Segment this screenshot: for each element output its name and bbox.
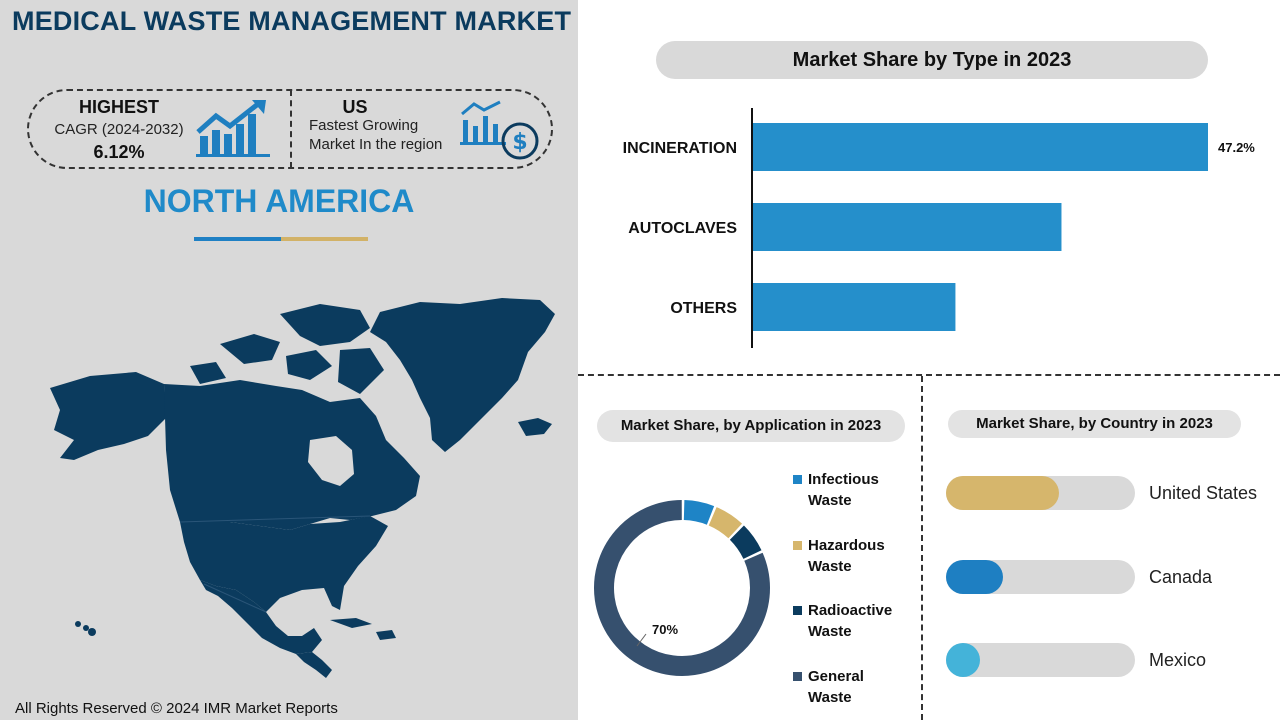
footer-copyright: All Rights Reserved © 2024 IMR Market Re…	[15, 700, 338, 717]
legend-label: Infectious Waste	[808, 471, 879, 509]
type-bar	[753, 283, 956, 331]
us-subtitle: Fastest Growing Market In the region	[309, 116, 442, 154]
north-america-map	[50, 298, 555, 678]
horizontal-divider	[578, 374, 1280, 376]
country-fill-us	[946, 476, 1060, 510]
type-value-label: 47.2%	[1218, 140, 1255, 155]
legend-item-hazardous: Hazardous Waste	[793, 535, 898, 577]
page-title: MEDICAL WASTE MANAGEMENT MARKET	[12, 6, 572, 36]
region-underline-gold	[281, 237, 368, 241]
us-heading: US	[342, 97, 368, 117]
donut-value-label: 70%	[652, 622, 678, 637]
donut-slice	[683, 500, 715, 525]
legend-swatch	[793, 672, 802, 681]
application-chart-title: Market Share, by Application in 2023	[597, 410, 905, 442]
country-chart-title: Market Share, by Country in 2023	[948, 410, 1241, 438]
cagr-value: 6.12%	[93, 142, 145, 162]
type-chart-title: Market Share by Type in 2023	[656, 41, 1208, 79]
type-category-label: INCINERATION	[623, 140, 737, 157]
donut-slice	[708, 507, 743, 539]
us-subtitle-line2: Market In the region	[309, 136, 443, 153]
us-subtitle-line1: Fastest Growing	[309, 117, 419, 134]
dollar-chart-icon: $	[460, 100, 539, 160]
cagr-subtitle: CAGR (2024-2032)	[54, 121, 184, 138]
donut-slice	[729, 525, 762, 560]
cagr-heading: HIGHEST	[78, 97, 159, 117]
region-underline-blue	[194, 237, 281, 241]
stat-divider	[290, 90, 292, 168]
country-label-canada: Canada	[1149, 567, 1213, 587]
legend-swatch	[793, 475, 802, 484]
region-title: NORTH AMERICA	[143, 183, 415, 219]
legend-item-radioactive: Radioactive Waste	[793, 600, 908, 642]
type-bar	[753, 123, 1208, 171]
country-fill-mexico	[946, 643, 981, 677]
application-donut-chart: 70%	[594, 500, 770, 676]
donut-leader-line	[636, 633, 647, 647]
legend-swatch	[793, 541, 802, 550]
legend-label: Radioactive Waste	[808, 602, 893, 640]
country-label-us: United States	[1149, 483, 1258, 503]
country-track-canada	[946, 560, 1135, 594]
svg-text:$: $	[512, 130, 527, 155]
legend-label: Hazardous Waste	[808, 537, 885, 575]
country-track-mexico	[946, 643, 1135, 677]
legend-label: General Waste	[808, 668, 864, 706]
country-track-us	[946, 476, 1135, 510]
country-fill-canada	[946, 560, 1003, 594]
legend-item-general: General Waste	[793, 666, 888, 708]
country-label-mexico: Mexico	[1149, 650, 1207, 670]
vertical-divider	[921, 376, 923, 720]
type-bar-chart: INCINERATION 47.2% AUTOCLAVES OTHERS	[623, 108, 1255, 348]
legend-swatch	[793, 606, 802, 615]
type-bar	[753, 203, 1062, 251]
growth-chart-icon	[196, 100, 270, 157]
donut-slice	[594, 500, 770, 676]
legend-item-infectious: Infectious Waste	[793, 469, 898, 511]
type-category-label: AUTOCLAVES	[628, 220, 737, 237]
type-category-label: OTHERS	[670, 300, 737, 317]
